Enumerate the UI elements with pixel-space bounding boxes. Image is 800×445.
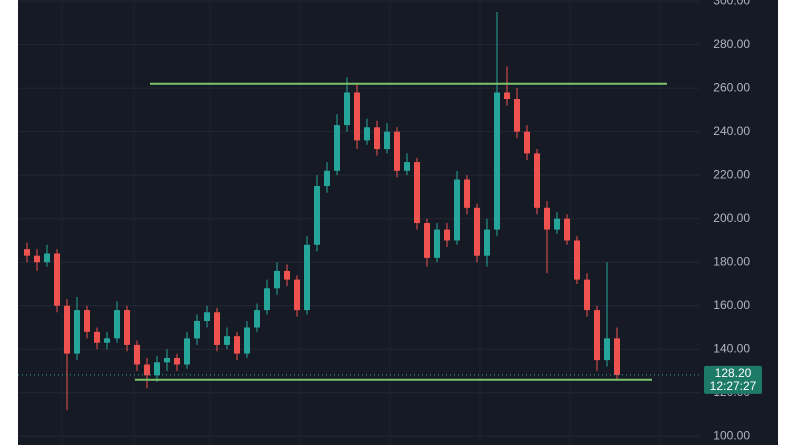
candle-body xyxy=(274,270,280,289)
candle-body xyxy=(314,186,320,245)
candle-body xyxy=(574,240,580,280)
candle-body xyxy=(564,218,570,241)
candle-body xyxy=(34,255,40,263)
candle-body xyxy=(364,127,370,141)
candle-body xyxy=(614,338,620,375)
candle-body xyxy=(404,162,410,171)
candle-body xyxy=(184,338,190,365)
candle-body xyxy=(454,179,460,241)
candle-body xyxy=(534,153,540,208)
candle-body xyxy=(594,310,600,361)
candle-body xyxy=(464,179,470,208)
candle-body xyxy=(324,170,330,187)
countdown-label: 12:27:27 xyxy=(710,379,757,393)
candle-body xyxy=(494,92,500,230)
candle-body xyxy=(484,229,490,256)
candle-body xyxy=(194,320,200,339)
candle-body xyxy=(144,364,150,376)
candle-body xyxy=(134,344,140,365)
candle-body xyxy=(284,270,290,280)
y-tick-label: 140.00 xyxy=(713,341,750,355)
candle-body xyxy=(224,336,230,345)
candle-body xyxy=(304,244,310,311)
last-price-box xyxy=(704,365,762,394)
candle-body xyxy=(414,162,420,224)
chart-background xyxy=(18,0,778,445)
candle-body xyxy=(524,131,530,154)
candle-body xyxy=(124,310,130,345)
candle-body xyxy=(374,127,380,150)
y-tick-label: 240.00 xyxy=(713,124,750,138)
y-tick-label: 220.00 xyxy=(713,167,750,181)
candle-body xyxy=(514,99,520,132)
last-price-label: 128.20 xyxy=(715,366,752,380)
y-tick-label: 200.00 xyxy=(713,211,750,225)
candle-body xyxy=(94,331,100,343)
candle-body xyxy=(474,207,480,256)
y-tick-label: 300.00 xyxy=(713,0,750,7)
candle-body xyxy=(544,207,550,230)
y-tick-label: 180.00 xyxy=(713,254,750,268)
candle-body xyxy=(294,279,300,311)
y-tick-label: 100.00 xyxy=(713,428,750,442)
candle-body xyxy=(44,253,50,263)
candle-body xyxy=(104,338,110,343)
candle-body xyxy=(434,229,440,258)
candle-body xyxy=(424,223,430,258)
candle-body xyxy=(444,229,450,241)
candle-body xyxy=(344,92,350,126)
candle-body xyxy=(244,327,250,354)
candle-body xyxy=(394,131,400,171)
candle-body xyxy=(24,249,30,256)
candle-body xyxy=(114,310,120,339)
candle-body xyxy=(164,357,170,363)
candle-body xyxy=(154,362,160,376)
candle-body xyxy=(584,279,590,311)
candle-body xyxy=(604,338,610,361)
candle-body xyxy=(64,305,70,354)
candle-body xyxy=(264,288,270,311)
candle-body xyxy=(234,336,240,354)
candle-body xyxy=(84,310,90,332)
candle-body xyxy=(354,92,360,141)
candle-body xyxy=(174,357,180,365)
candle-body xyxy=(204,312,210,321)
candle-body xyxy=(214,312,220,345)
candle-body xyxy=(334,125,340,171)
y-tick-label: 280.00 xyxy=(713,37,750,51)
candle-body xyxy=(254,310,260,328)
candle-body xyxy=(384,131,390,150)
candle-body xyxy=(74,310,80,354)
y-tick-label: 260.00 xyxy=(713,80,750,94)
y-tick-label: 160.00 xyxy=(713,298,750,312)
candle-body xyxy=(504,92,510,100)
candle-body xyxy=(554,218,560,230)
candle-body xyxy=(54,253,60,306)
